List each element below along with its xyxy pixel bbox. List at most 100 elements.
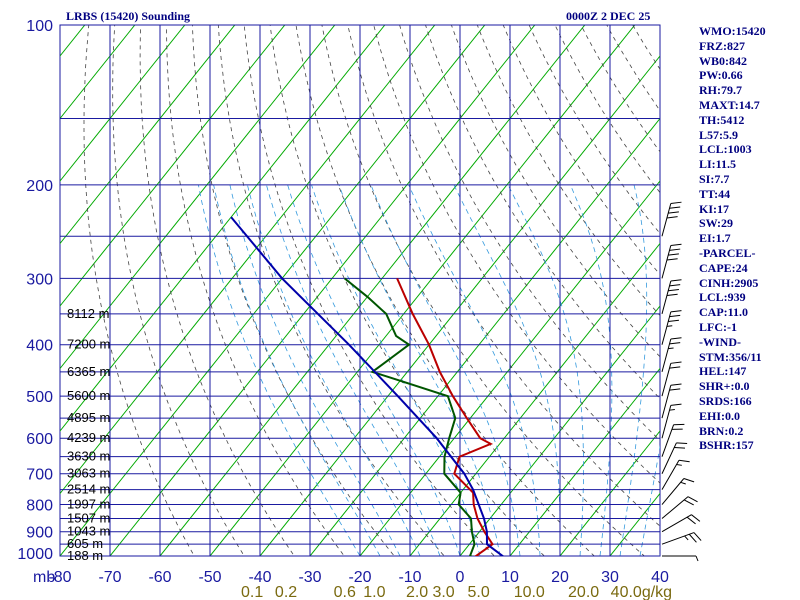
- height-label: 4239 m: [67, 430, 110, 445]
- wind-barb-half-flag: [668, 347, 674, 350]
- temperature-label: -20: [348, 569, 371, 586]
- wind-barb-half-flag: [684, 535, 689, 541]
- index-entry: LI:11.5: [699, 157, 737, 172]
- wind-barb-flag: [670, 337, 682, 340]
- dry-adiabat-line: [269, 25, 545, 556]
- wind-barb-flag: [678, 459, 690, 463]
- moist-adiabat-line: [266, 184, 441, 556]
- index-entry: SI:7.7: [699, 171, 730, 186]
- wind-barbs: [661, 201, 702, 562]
- pressure-label: 800: [26, 498, 53, 515]
- wind-barb-flag: [670, 361, 682, 364]
- dry-adiabat-line: [425, 25, 660, 399]
- pressure-grid: [60, 24, 660, 557]
- sounding-series: [230, 216, 505, 556]
- dry-adiabat-line: [502, 25, 660, 276]
- pressure-labels: 100 200 300 400 500 600 700 800 900 1000 mb: [17, 18, 55, 586]
- index-entry: TH:5412: [699, 112, 745, 127]
- dry-adiabat-line: [191, 25, 395, 556]
- wind-barb-flag: [670, 279, 682, 282]
- index-entry: SHR+:0.0: [699, 379, 750, 394]
- wind-barb-flag: [669, 248, 681, 251]
- wind-barb-staff: [661, 311, 672, 345]
- pressure-label: 1000: [17, 546, 53, 563]
- wind-barb-staff: [661, 245, 672, 279]
- moist-adiabat-line: [338, 184, 501, 556]
- pressure-label: 200: [26, 178, 53, 195]
- wind-barb: [661, 403, 682, 439]
- stability-indices: WMO:15420 FRZ:827 WB0:842 PW:0.66 RH:79.7 MAX…: [699, 24, 766, 453]
- isotherm-line: [309, 117, 660, 556]
- index-entry: -WIND-: [699, 334, 741, 349]
- wind-barb-staff: [661, 514, 692, 533]
- wind-barb-flag: [670, 201, 682, 204]
- temperature-label: 40: [651, 569, 669, 586]
- isotherm-line: [60, 25, 236, 245]
- moist-adiabat-line: [198, 184, 361, 556]
- temperature-label: 30: [601, 569, 619, 586]
- wind-barb-half-flag: [680, 481, 686, 485]
- isotherm-line: [60, 25, 386, 432]
- height-labels: 8112 m 7200 m 6365 m 5600 m 4895 m 4239 m 3630…: [67, 306, 110, 563]
- wind-barb-flag: [669, 206, 681, 209]
- wind-barb-flag: [669, 388, 681, 391]
- wind-barb-flag: [676, 442, 688, 445]
- wind-barb-staff: [661, 385, 672, 419]
- wind-barb-staff: [661, 338, 672, 372]
- parcel-profile: [230, 216, 505, 556]
- mixing-ratio-label: 2.0: [406, 584, 428, 600]
- isotherm-line: [60, 25, 186, 182]
- wind-barb-flag: [668, 211, 679, 214]
- index-entry: CINH:2905: [699, 275, 759, 290]
- index-entry: WMO:15420: [699, 24, 766, 38]
- index-entry: L57:5.9: [699, 127, 738, 142]
- height-label: 188 m: [67, 548, 103, 563]
- wind-barb: [661, 496, 698, 519]
- wind-barb-flag: [670, 403, 682, 406]
- temperature-label: -30: [298, 569, 321, 586]
- index-entry: LCL:1003: [699, 142, 752, 157]
- pressure-unit-label: mb: [33, 569, 55, 586]
- height-label: 2514 m: [67, 482, 110, 497]
- wind-barb: [661, 201, 682, 237]
- isotherm-line: [359, 180, 660, 556]
- isotherm-line: [409, 242, 660, 556]
- sounding-title: LRBS (15420) Sounding: [66, 9, 191, 23]
- temperature-label: -10: [398, 569, 421, 586]
- sounding-timestamp: 0000Z 2 DEC 25: [566, 9, 651, 23]
- isotherm-line: [60, 25, 286, 307]
- mixing-ratio-label: 20.0: [568, 584, 599, 600]
- pressure-label: 300: [26, 271, 53, 288]
- isotherm-line: [109, 25, 536, 556]
- index-entry: LCL:939: [699, 290, 746, 305]
- height-label: 3630 m: [67, 449, 110, 464]
- dry-adiabat-line: [347, 25, 660, 527]
- wind-barb-staff: [661, 442, 677, 474]
- wind-barb-staff: [661, 203, 672, 237]
- wind-barb: [661, 423, 685, 457]
- wind-barb-flag: [670, 310, 682, 313]
- wind-barb-flag: [668, 319, 679, 323]
- height-label: 1043 m: [67, 524, 110, 539]
- wind-barb-flag: [666, 258, 678, 261]
- index-entry: BSHR:157: [699, 438, 754, 453]
- index-entry: SW:29: [699, 216, 734, 231]
- wind-barb-flag: [687, 496, 698, 503]
- height-label: 1507 m: [67, 511, 110, 526]
- mixing-ratio-label: 0.6: [334, 584, 356, 600]
- mixing-ratio-label: 3.0: [432, 584, 454, 600]
- wind-barb-flag: [666, 293, 678, 297]
- mixing-ratio-label: 0.1: [241, 584, 263, 600]
- wind-barb-staff: [661, 459, 680, 490]
- pressure-label: 400: [26, 338, 53, 355]
- pressure-label: 900: [26, 525, 53, 542]
- pressure-label: 100: [26, 18, 53, 35]
- index-entry: SRDS:166: [699, 393, 752, 408]
- index-entry: BRN:0.2: [699, 423, 744, 438]
- isotherm-line: [459, 305, 660, 556]
- pressure-label: 600: [26, 431, 53, 448]
- dry-adiabat-line: [243, 25, 495, 556]
- wind-barb-staff: [661, 405, 672, 439]
- wind-barb-flag: [683, 478, 695, 483]
- wind-barb-flag: [670, 383, 682, 386]
